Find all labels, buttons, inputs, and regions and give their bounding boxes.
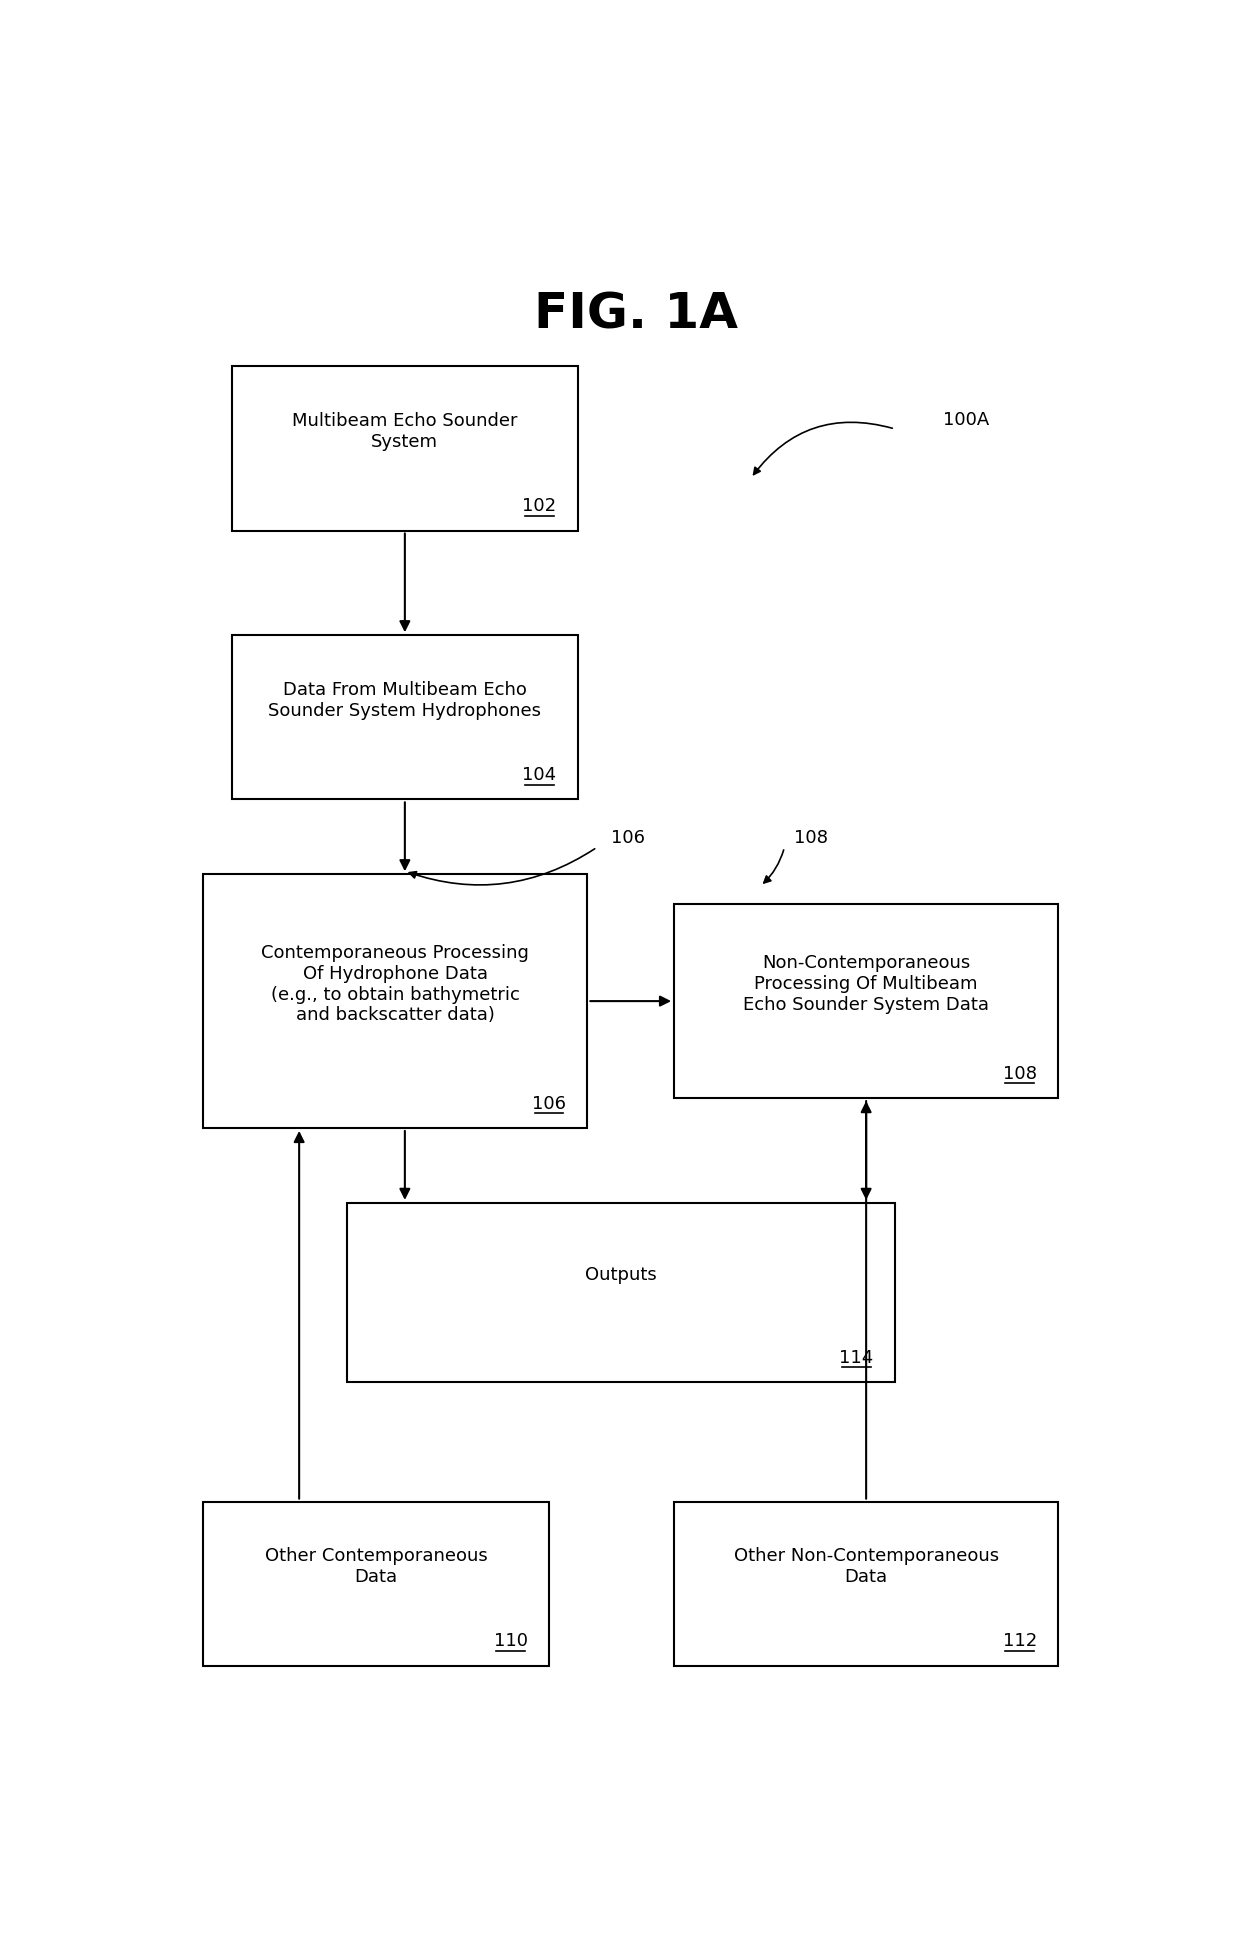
FancyBboxPatch shape — [347, 1202, 895, 1383]
Text: Other Contemporaneous
Data: Other Contemporaneous Data — [264, 1547, 487, 1586]
FancyBboxPatch shape — [232, 366, 578, 531]
Text: 112: 112 — [1003, 1631, 1037, 1650]
FancyBboxPatch shape — [203, 874, 588, 1128]
Text: 110: 110 — [494, 1631, 527, 1650]
Text: Data From Multibeam Echo
Sounder System Hydrophones: Data From Multibeam Echo Sounder System … — [268, 681, 542, 719]
Text: 106: 106 — [532, 1094, 565, 1113]
Text: Multibeam Echo Sounder
System: Multibeam Echo Sounder System — [293, 411, 517, 450]
Text: Other Non-Contemporaneous
Data: Other Non-Contemporaneous Data — [734, 1547, 998, 1586]
Text: 100A: 100A — [942, 411, 990, 429]
Text: Contemporaneous Processing
Of Hydrophone Data
(e.g., to obtain bathymetric
and b: Contemporaneous Processing Of Hydrophone… — [262, 944, 529, 1024]
Text: 102: 102 — [522, 496, 557, 516]
Text: Outputs: Outputs — [585, 1266, 657, 1284]
Text: 104: 104 — [522, 766, 557, 783]
Text: 108: 108 — [1003, 1065, 1037, 1082]
FancyBboxPatch shape — [232, 636, 578, 801]
Text: 108: 108 — [794, 828, 828, 845]
FancyBboxPatch shape — [203, 1503, 549, 1666]
Text: 106: 106 — [611, 828, 646, 845]
FancyBboxPatch shape — [675, 904, 1059, 1099]
Text: FIG. 1A: FIG. 1A — [533, 291, 738, 339]
FancyBboxPatch shape — [675, 1503, 1059, 1666]
Text: 114: 114 — [839, 1348, 874, 1365]
Text: Non-Contemporaneous
Processing Of Multibeam
Echo Sounder System Data: Non-Contemporaneous Processing Of Multib… — [743, 954, 990, 1014]
